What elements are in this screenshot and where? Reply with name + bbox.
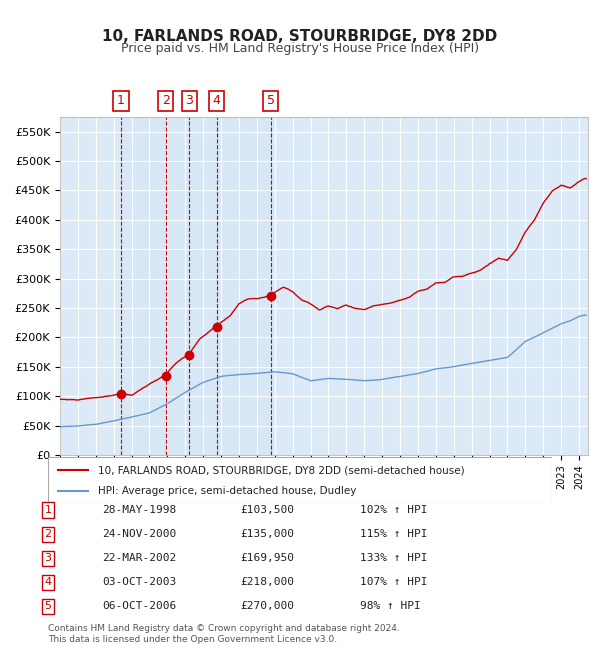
Text: 115% ↑ HPI: 115% ↑ HPI (360, 529, 427, 539)
Text: £218,000: £218,000 (240, 577, 294, 588)
Text: 102% ↑ HPI: 102% ↑ HPI (360, 505, 427, 515)
Bar (121, 117, 271, 455)
Text: 133% ↑ HPI: 133% ↑ HPI (360, 553, 427, 564)
Text: £103,500: £103,500 (240, 505, 294, 515)
Text: 10, FARLANDS ROAD, STOURBRIDGE, DY8 2DD (semi-detached house): 10, FARLANDS ROAD, STOURBRIDGE, DY8 2DD … (98, 465, 465, 475)
Text: 1: 1 (44, 505, 52, 515)
Text: Price paid vs. HM Land Registry's House Price Index (HPI): Price paid vs. HM Land Registry's House … (121, 42, 479, 55)
Text: 3: 3 (185, 94, 193, 107)
Text: HPI: Average price, semi-detached house, Dudley: HPI: Average price, semi-detached house,… (98, 486, 357, 496)
Text: 22-MAR-2002: 22-MAR-2002 (102, 553, 176, 564)
Text: 03-OCT-2003: 03-OCT-2003 (102, 577, 176, 588)
Text: 5: 5 (266, 94, 275, 107)
Text: 24-NOV-2000: 24-NOV-2000 (102, 529, 176, 539)
Text: £135,000: £135,000 (240, 529, 294, 539)
Text: £270,000: £270,000 (240, 601, 294, 612)
Text: Contains HM Land Registry data © Crown copyright and database right 2024.
This d: Contains HM Land Registry data © Crown c… (48, 624, 400, 644)
Text: 2: 2 (161, 94, 170, 107)
Text: 06-OCT-2006: 06-OCT-2006 (102, 601, 176, 612)
Text: 1: 1 (117, 94, 125, 107)
FancyBboxPatch shape (48, 457, 552, 504)
Text: 3: 3 (44, 553, 52, 564)
Text: 2: 2 (44, 529, 52, 539)
Text: 107% ↑ HPI: 107% ↑ HPI (360, 577, 427, 588)
Text: 28-MAY-1998: 28-MAY-1998 (102, 505, 176, 515)
Text: 98% ↑ HPI: 98% ↑ HPI (360, 601, 421, 612)
Text: £169,950: £169,950 (240, 553, 294, 564)
Text: 5: 5 (44, 601, 52, 612)
Text: 4: 4 (212, 94, 221, 107)
Text: 4: 4 (44, 577, 52, 588)
Text: 10, FARLANDS ROAD, STOURBRIDGE, DY8 2DD: 10, FARLANDS ROAD, STOURBRIDGE, DY8 2DD (103, 29, 497, 44)
